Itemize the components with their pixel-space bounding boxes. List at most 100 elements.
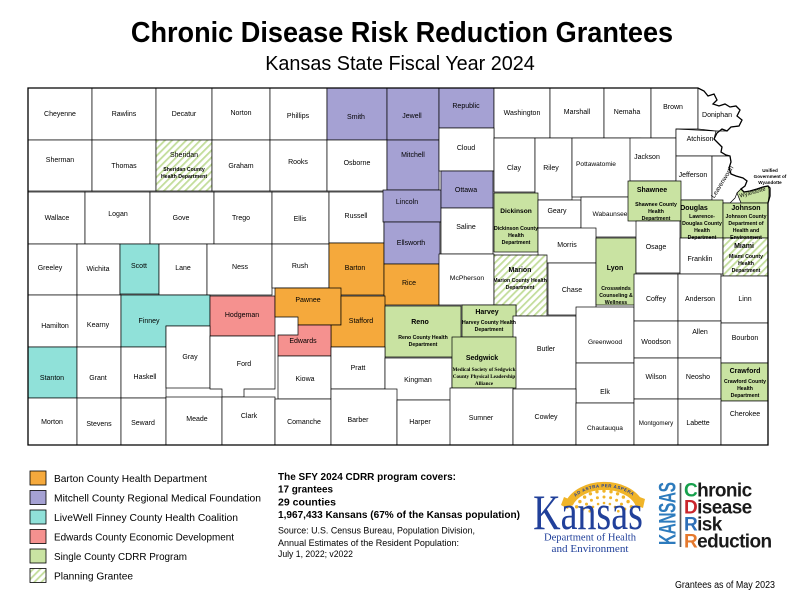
svg-text:Kearny: Kearny — [87, 322, 110, 329]
svg-text:Kansas: Kansas — [533, 484, 643, 540]
svg-text:Crawford: Crawford — [730, 368, 761, 375]
svg-text:Crosswinds: Crosswinds — [601, 286, 631, 292]
svg-text:Department: Department — [688, 235, 717, 241]
svg-text:Labette: Labette — [686, 420, 709, 427]
svg-text:Pottawatomie: Pottawatomie — [576, 161, 616, 168]
svg-text:Pawnee: Pawnee — [295, 297, 320, 304]
svg-text:Ellis: Ellis — [294, 216, 307, 223]
svg-text:Neosho: Neosho — [686, 374, 710, 381]
svg-text:Franklin: Franklin — [688, 256, 713, 263]
svg-text:Allen: Allen — [692, 329, 708, 336]
svg-text:Lyon: Lyon — [607, 265, 623, 272]
svg-text:Risk: Risk — [684, 515, 723, 536]
svg-text:Reduction: Reduction — [684, 532, 772, 553]
svg-text:Health: Health — [694, 228, 710, 234]
svg-text:Douglas: Douglas — [680, 205, 708, 212]
svg-text:Dickinson County: Dickinson County — [494, 226, 538, 232]
svg-text:Linn: Linn — [738, 296, 751, 303]
svg-text:McPherson: McPherson — [450, 275, 485, 282]
svg-text:Shawnee County: Shawnee County — [635, 202, 677, 208]
svg-text:Reno: Reno — [411, 319, 429, 326]
svg-text:Clay: Clay — [507, 165, 522, 172]
svg-text:Lawrence-: Lawrence- — [689, 214, 715, 220]
svg-text:Ellsworth: Ellsworth — [397, 240, 426, 247]
svg-text:Stafford: Stafford — [349, 318, 373, 325]
svg-text:Sumner: Sumner — [469, 415, 494, 422]
svg-text:Russell: Russell — [345, 213, 368, 220]
svg-text:Morton: Morton — [41, 419, 63, 426]
svg-text:Jackson: Jackson — [634, 154, 660, 161]
svg-text:Kiowa: Kiowa — [295, 376, 314, 383]
svg-text:Osage: Osage — [646, 244, 667, 251]
svg-text:Bourbon: Bourbon — [732, 335, 759, 342]
svg-text:Hodgeman: Hodgeman — [225, 312, 259, 319]
svg-text:Health: Health — [508, 233, 524, 239]
svg-text:Source: U.S. Census Bureau, Po: Source: U.S. Census Bureau, Population D… — [278, 526, 475, 537]
svg-text:Wyandotte: Wyandotte — [758, 180, 782, 185]
svg-text:Miami: Miami — [734, 243, 754, 250]
svg-text:Wabaunsee: Wabaunsee — [593, 211, 628, 218]
svg-text:Decatur: Decatur — [172, 111, 197, 118]
svg-text:Rice: Rice — [402, 280, 416, 287]
svg-text:Osborne: Osborne — [344, 160, 371, 167]
svg-text:Brown: Brown — [663, 104, 683, 111]
svg-text:Health: Health — [648, 209, 664, 215]
svg-text:Edwards County Economic Develo: Edwards County Economic Development — [54, 533, 234, 544]
svg-text:Marion County Health: Marion County Health — [493, 278, 547, 284]
svg-text:July 1, 2022; v2022: July 1, 2022; v2022 — [278, 549, 353, 560]
svg-text:Health Department: Health Department — [161, 174, 207, 180]
svg-text:Kansas State Fiscal Year 2024: Kansas State Fiscal Year 2024 — [265, 53, 535, 75]
svg-text:Geary: Geary — [547, 208, 567, 215]
svg-text:Morris: Morris — [557, 242, 577, 249]
svg-text:Johnson: Johnson — [731, 205, 760, 212]
svg-text:Health: Health — [738, 261, 754, 267]
svg-text:Sherman: Sherman — [46, 157, 75, 164]
svg-text:Jefferson: Jefferson — [679, 172, 708, 179]
svg-text:Montgomery: Montgomery — [639, 420, 674, 427]
svg-text:Unified: Unified — [762, 168, 778, 173]
svg-text:Butler: Butler — [537, 346, 556, 353]
svg-text:Stanton: Stanton — [40, 375, 64, 382]
svg-text:Washington: Washington — [504, 110, 541, 117]
svg-text:Greenwood: Greenwood — [588, 339, 622, 346]
svg-text:Medical Society of Sedgwick: Medical Society of Sedgwick — [453, 367, 516, 373]
svg-text:Douglas County: Douglas County — [682, 221, 722, 227]
svg-text:Coffey: Coffey — [646, 296, 667, 303]
svg-text:Barton County Health Departmen: Barton County Health Department — [54, 474, 207, 485]
svg-text:Department: Department — [642, 216, 671, 222]
svg-text:Chronic: Chronic — [684, 481, 753, 502]
svg-text:Health and: Health and — [733, 228, 760, 234]
svg-text:Department: Department — [731, 393, 760, 399]
svg-text:Johnson County: Johnson County — [726, 214, 767, 220]
svg-text:Sheridan County: Sheridan County — [163, 167, 205, 173]
svg-text:Department of Health: Department of Health — [544, 532, 636, 544]
svg-text:Planning Grantee: Planning Grantee — [54, 572, 133, 583]
svg-text:Smith: Smith — [347, 114, 365, 121]
svg-text:County Physical Leadership: County Physical Leadership — [453, 374, 516, 380]
svg-text:Rooks: Rooks — [288, 159, 308, 166]
svg-text:Ottawa: Ottawa — [455, 187, 477, 194]
svg-text:Government of: Government of — [754, 174, 787, 179]
svg-text:Atchison: Atchison — [687, 136, 714, 143]
svg-text:Jewell: Jewell — [402, 113, 422, 120]
svg-text:and Environment: and Environment — [552, 543, 629, 555]
svg-text:Department: Department — [506, 285, 535, 291]
svg-text:Lincoln: Lincoln — [396, 199, 418, 206]
svg-text:Ness: Ness — [232, 264, 248, 271]
svg-text:Cheyenne: Cheyenne — [44, 111, 76, 118]
svg-text:Crawford County: Crawford County — [724, 379, 766, 385]
svg-text:Norton: Norton — [230, 110, 251, 117]
svg-text:Thomas: Thomas — [111, 163, 137, 170]
svg-text:Annual Estimates of the Reside: Annual Estimates of the Resident Populat… — [278, 538, 459, 549]
svg-text:Sheridan: Sheridan — [170, 152, 198, 159]
svg-text:Cowley: Cowley — [535, 414, 558, 421]
svg-text:Environment: Environment — [730, 235, 762, 241]
svg-text:LiveWell Finney County Health: LiveWell Finney County Health Coalition — [54, 513, 238, 524]
svg-text:Chautauqua: Chautauqua — [587, 425, 623, 432]
svg-text:29 counties: 29 counties — [278, 497, 336, 508]
svg-text:Riley: Riley — [543, 165, 559, 172]
svg-text:Wilson: Wilson — [645, 374, 666, 381]
svg-text:Harvey County Health: Harvey County Health — [462, 320, 516, 326]
svg-text:Clark: Clark — [241, 413, 258, 420]
svg-text:Department: Department — [502, 240, 531, 246]
